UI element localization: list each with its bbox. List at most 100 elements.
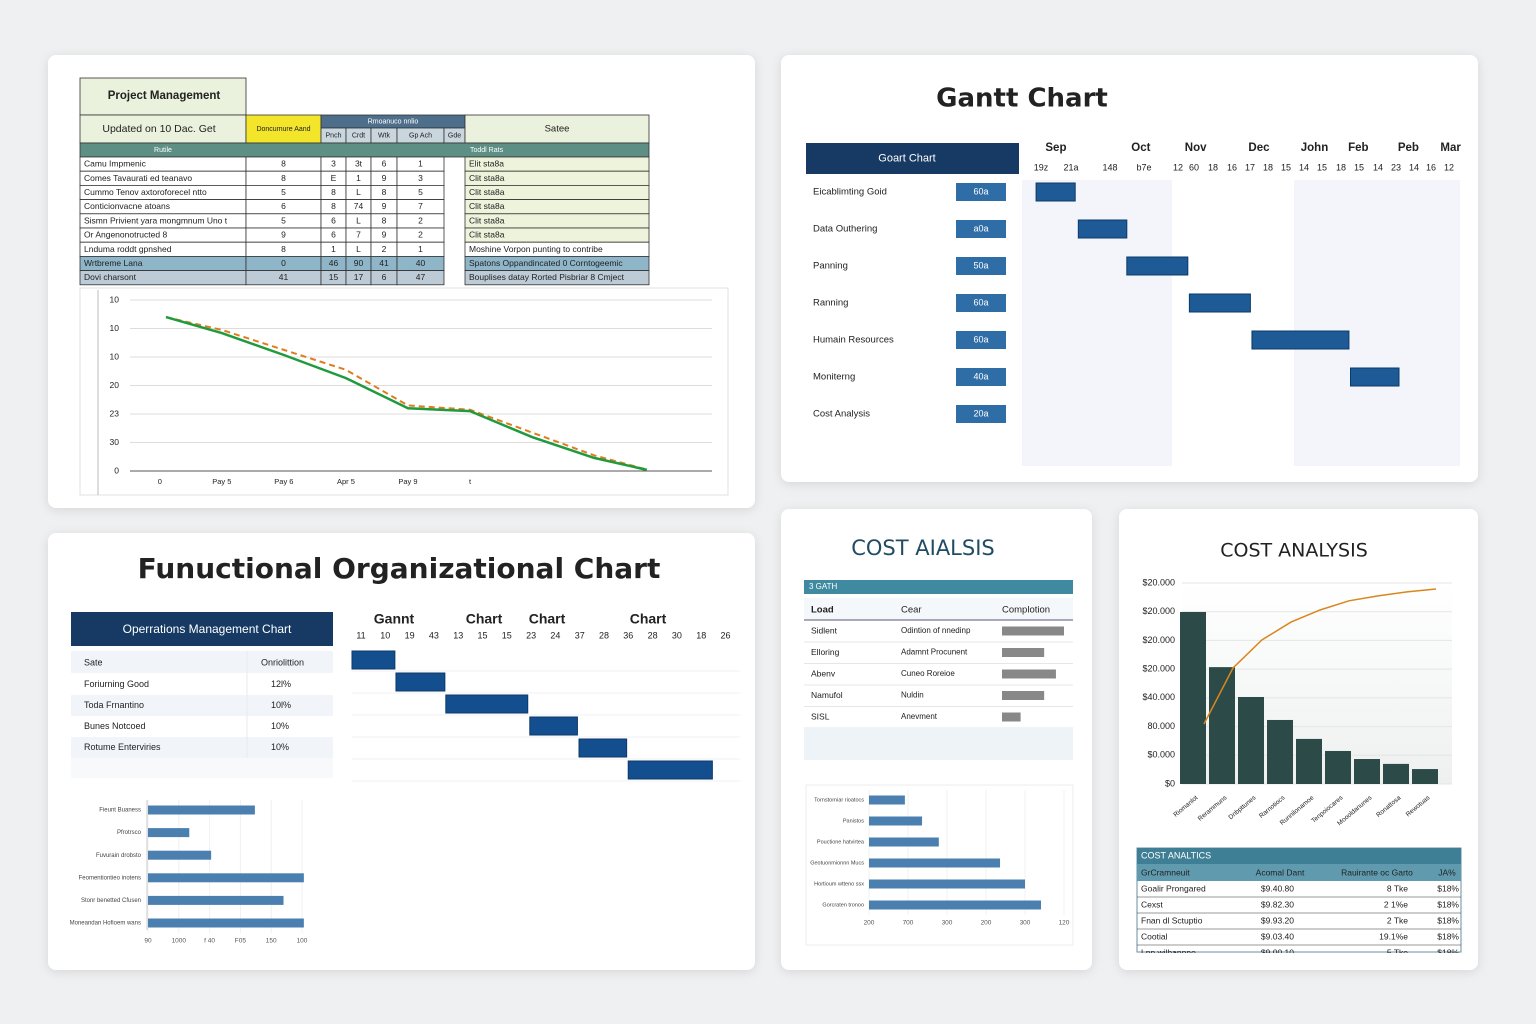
cell-text: 8 xyxy=(382,187,387,197)
cell-text: 74 xyxy=(354,201,364,211)
task-badge xyxy=(956,220,1006,238)
cell-text: Nuldin xyxy=(901,691,924,700)
cell-text: 46 xyxy=(329,258,339,268)
gantt-number: 15 xyxy=(502,630,512,640)
bar xyxy=(1180,612,1206,784)
y-tick-label: $40.000 xyxy=(1142,692,1175,702)
table-cutoff xyxy=(1125,953,1470,967)
cell-text: Lnn wilhannno xyxy=(1141,947,1196,957)
gantt-number: 36 xyxy=(623,630,633,640)
header: Gp Ach xyxy=(409,132,432,139)
cell-text: 3 xyxy=(418,173,423,183)
table-row xyxy=(71,716,333,737)
bar xyxy=(869,900,1041,910)
bar xyxy=(1209,667,1235,784)
cell-text: $18% xyxy=(1437,931,1459,941)
cell-text: 8 xyxy=(331,201,336,211)
cell-text: 8 xyxy=(281,173,286,183)
cell-text: Clit sta8a xyxy=(469,173,505,183)
cell-text: $18% xyxy=(1437,899,1459,909)
cell-text: 6 xyxy=(382,272,387,282)
table-footer xyxy=(804,728,1073,760)
cell-text: 6 xyxy=(331,215,336,225)
column-header: Acomal Dant xyxy=(1256,867,1305,877)
band-label: Toddl Rats xyxy=(470,147,504,154)
cell-text: Adamnt Procunent xyxy=(901,648,968,657)
cell-text: 5 xyxy=(281,187,286,197)
x-tick-label: 700 xyxy=(903,920,914,927)
day-label: 17 xyxy=(1245,162,1255,172)
x-tick-label: 300 xyxy=(1020,920,1031,927)
y-tick-label: Pfrotrsco xyxy=(117,830,142,836)
task-progress: 60a xyxy=(973,334,988,344)
day-label: b7e xyxy=(1136,162,1151,172)
header-cell xyxy=(245,114,322,144)
cell-text: 2 xyxy=(382,244,387,254)
cell-text: 9 xyxy=(281,230,286,240)
table-header xyxy=(71,612,333,646)
cell-text: 17 xyxy=(354,272,364,282)
cell-text: 1 xyxy=(356,173,361,183)
gantt-bar xyxy=(578,738,628,758)
x-tick-label: 300 xyxy=(942,920,953,927)
column-header: Load xyxy=(811,605,834,616)
day-label: 23 xyxy=(1391,162,1401,172)
header: Crdt xyxy=(352,132,365,139)
cell-text: 9 xyxy=(382,230,387,240)
cell-text: Spatons Oppandincated 0 Corntogeemic xyxy=(469,258,623,268)
cell-text: Toda Frnantino xyxy=(84,700,144,710)
cell-text: 1 xyxy=(418,159,423,169)
cell-text: E xyxy=(331,173,337,183)
cell-text: 2 xyxy=(418,230,423,240)
x-tick-label: Pay 9 xyxy=(398,477,417,486)
cell-text: 5 xyxy=(281,215,286,225)
cell-text: Sismn Privient yara mongmnum Uno t xyxy=(84,215,228,225)
day-label: 18 xyxy=(1336,162,1346,172)
gantt-bar xyxy=(1188,293,1251,313)
bar xyxy=(148,918,304,928)
column-header: JA% xyxy=(1438,867,1456,877)
column-header: GrCramneuit xyxy=(1141,867,1190,877)
bar xyxy=(1383,763,1409,784)
cell-text: 8 Tke xyxy=(1387,883,1408,893)
gantt-bar xyxy=(529,716,578,736)
x-tick-label: 1000 xyxy=(172,938,187,945)
table-title-row xyxy=(1137,848,1461,864)
cell-text: 41 xyxy=(279,272,289,282)
cell-text: 8 xyxy=(281,244,286,254)
bar xyxy=(1354,759,1380,784)
cell-text: Rotume Enterviries xyxy=(84,742,161,752)
task-badge xyxy=(956,183,1006,201)
task-progress: 20a xyxy=(973,408,988,418)
cell-text: 2 xyxy=(418,215,423,225)
cell-text: Cummo Tenov axtoroforecel ntto xyxy=(84,187,207,197)
gantt-number: 37 xyxy=(575,630,585,640)
progress-bar xyxy=(1002,648,1045,657)
cell-text: Moshine Vorpon punting to contribe xyxy=(469,244,603,254)
y-tick-label: 10 xyxy=(110,294,120,304)
gantt-number: 24 xyxy=(550,630,560,640)
table-row xyxy=(71,651,333,673)
x-tick-label: Apr 5 xyxy=(337,477,355,486)
table-row xyxy=(71,737,333,758)
bar xyxy=(1325,750,1351,784)
gantt-header: Chart xyxy=(529,611,566,627)
timeline-band xyxy=(1172,180,1294,466)
cell-text: 10% xyxy=(271,742,289,752)
task-name: Panning xyxy=(813,261,848,272)
cell-text: Wrtbreme Lana xyxy=(84,258,143,268)
task-progress: 60a xyxy=(973,186,988,196)
header: Wtk xyxy=(378,132,391,139)
bar xyxy=(148,895,284,905)
cell-text: Dovi charsont xyxy=(84,272,137,282)
line-series xyxy=(165,316,648,471)
x-tick-label: f 40 xyxy=(204,938,215,945)
cell-text: Camu Impmenic xyxy=(84,159,147,169)
progress-bar xyxy=(1002,626,1064,636)
y-tick-label: Feomentiontieo inotens xyxy=(79,875,141,881)
task-badge xyxy=(956,368,1006,386)
cell-text: 47 xyxy=(416,272,426,282)
gantt-number: 26 xyxy=(720,630,730,640)
bar xyxy=(148,828,190,838)
